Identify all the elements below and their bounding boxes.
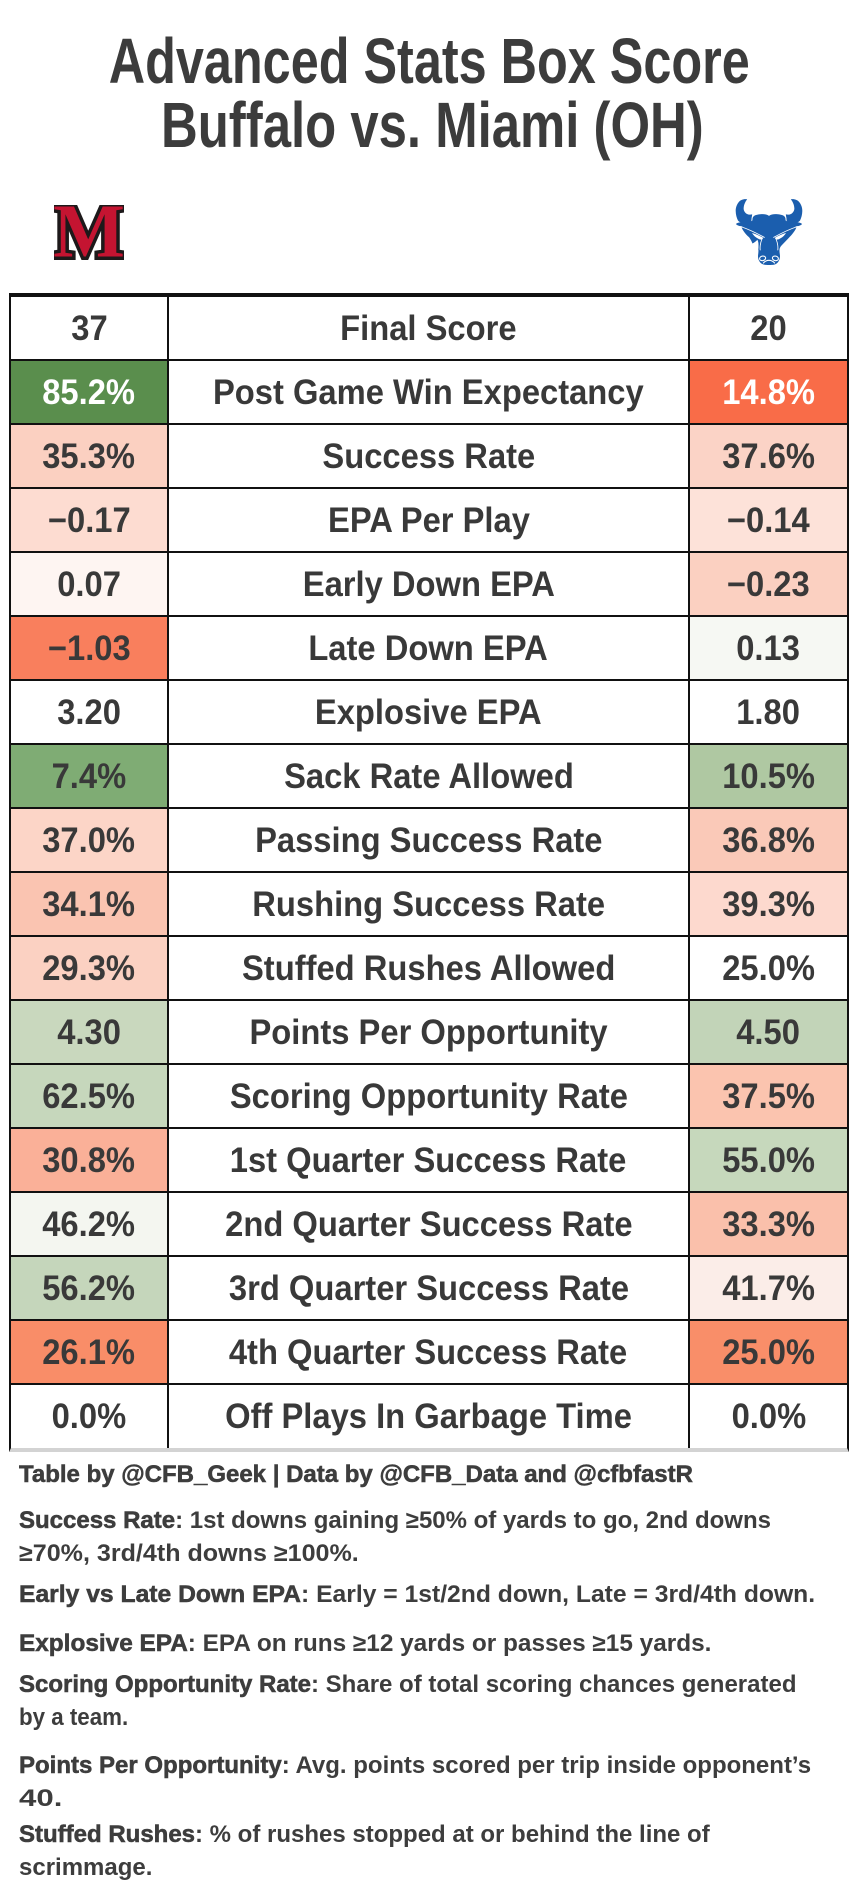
svg-text:M: M (54, 205, 124, 260)
